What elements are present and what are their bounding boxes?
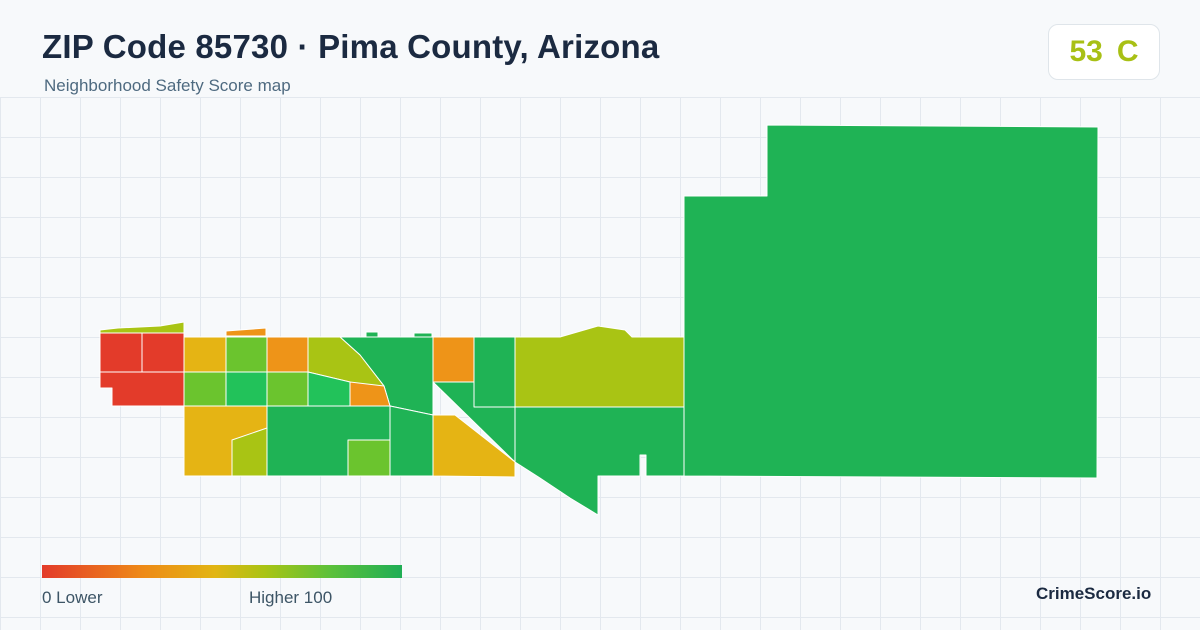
legend-high-label: Higher 100 — [249, 588, 333, 607]
brand-logo-text[interactable]: CrimeScore.io — [1036, 584, 1152, 603]
score-value: 53 — [1069, 35, 1103, 68]
map-region[interactable] — [349, 381, 391, 407]
map-region[interactable] — [141, 332, 185, 373]
legend-color-scale — [42, 565, 402, 578]
map-region[interactable] — [99, 371, 185, 407]
map-region[interactable] — [99, 332, 143, 373]
map-region[interactable] — [183, 371, 227, 407]
map-region[interactable] — [347, 439, 391, 477]
map-region[interactable] — [413, 332, 433, 338]
map-region[interactable] — [473, 336, 516, 408]
map-region[interactable] — [514, 325, 685, 408]
page-title: ZIP Code 85730 · Pima County, Arizona — [42, 28, 660, 65]
map-region[interactable] — [432, 381, 516, 463]
map-region[interactable] — [389, 405, 434, 477]
map-region[interactable] — [365, 331, 379, 338]
map-region[interactable] — [225, 371, 268, 407]
map-region[interactable] — [99, 321, 185, 334]
map-region[interactable] — [266, 336, 309, 373]
map-region[interactable] — [183, 336, 227, 373]
map-region[interactable] — [514, 406, 685, 516]
legend-low-label: 0 Lower — [42, 588, 103, 607]
safety-score-badge: 53 C — [1048, 24, 1160, 80]
score-grade: C — [1116, 35, 1139, 68]
map-region[interactable] — [266, 371, 309, 407]
page-subtitle: Neighborhood Safety Score map — [44, 76, 291, 95]
map-region[interactable] — [225, 327, 267, 337]
map-region[interactable] — [225, 336, 268, 373]
map-region[interactable] — [231, 427, 268, 477]
map-region[interactable] — [683, 124, 1099, 479]
map-region[interactable] — [432, 336, 475, 383]
